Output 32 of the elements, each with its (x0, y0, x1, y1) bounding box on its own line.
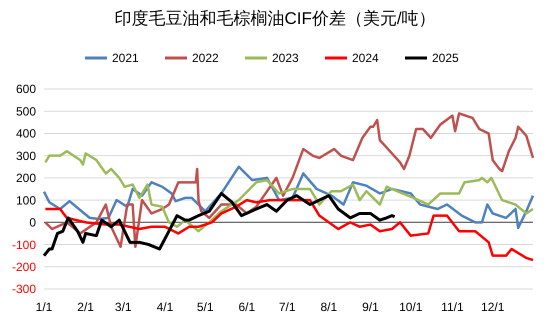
y-tick-label: 200 (16, 171, 36, 186)
y-tick-label: 300 (16, 148, 36, 163)
x-tick-label: 8/1 (320, 300, 338, 314)
x-tick-label: 7/1 (278, 300, 296, 314)
legend-label: 2024 (352, 51, 380, 66)
y-tick-label: 400 (16, 126, 36, 141)
y-tick-label: 500 (16, 104, 36, 118)
chart-title: 印度毛豆油和毛棕榈油CIF价差（美元/吨） (114, 9, 436, 28)
line-series (42, 192, 396, 258)
x-tick-label: 5/1 (196, 300, 214, 314)
x-tick-label: 12/1 (481, 300, 505, 314)
y-tick-label: -100 (12, 238, 36, 252)
line-series (44, 112, 534, 248)
x-tick-label: 6/1 (238, 300, 256, 314)
y-tick-label: -300 (12, 282, 36, 296)
legend-label: 2021 (112, 51, 140, 66)
line-series (44, 198, 534, 262)
x-tick-label: 3/1 (114, 300, 132, 314)
x-tick-label: 9/1 (362, 300, 380, 314)
y-tick-label: 0 (29, 216, 36, 230)
x-tick-label: 1/1 (36, 300, 53, 314)
x-tick-label: 11/1 (441, 300, 464, 314)
line-series (44, 150, 534, 232)
legend-label: 2022 (192, 51, 220, 66)
x-tick-label: 2/1 (77, 300, 94, 314)
legend-label: 2025 (432, 51, 460, 66)
y-tick-label: -200 (12, 260, 36, 274)
x-tick-label: 10/1 (399, 300, 423, 314)
x-tick-label: 4/1 (156, 300, 174, 314)
y-tick-label: 100 (16, 193, 36, 208)
y-tick-label: 600 (16, 82, 36, 96)
legend-label: 2023 (272, 51, 300, 66)
